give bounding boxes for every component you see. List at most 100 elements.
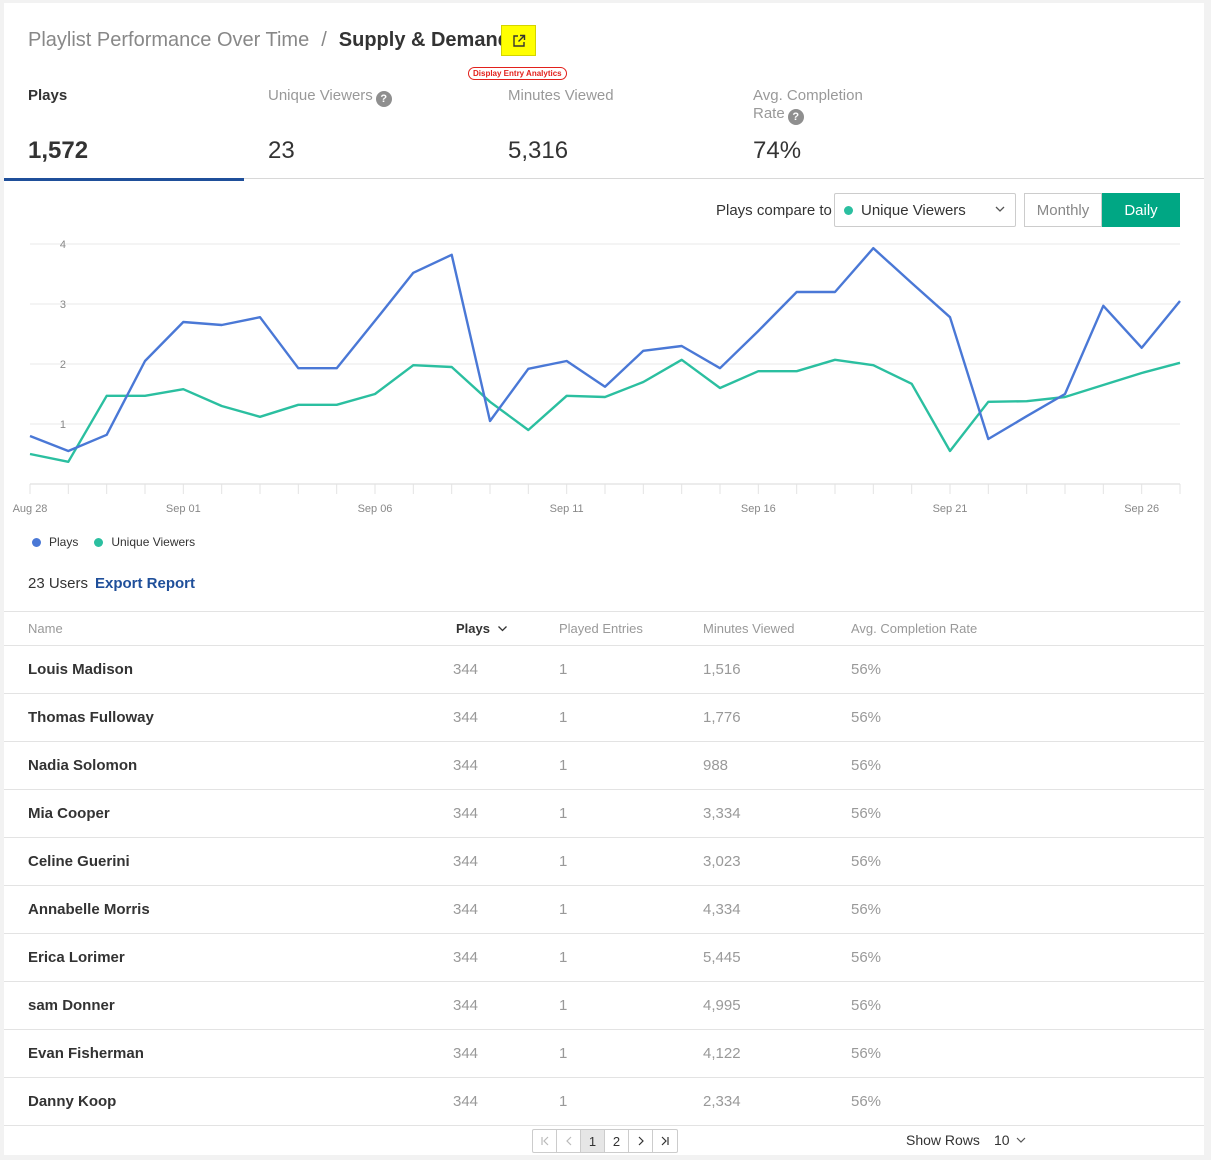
- table-row[interactable]: Annabelle Morris 344 1 4,334 56%: [4, 885, 1204, 934]
- prev-page-button[interactable]: [557, 1130, 581, 1152]
- compare-metric-dropdown[interactable]: Unique Viewers: [834, 193, 1016, 227]
- column-header-minutes-viewed[interactable]: Minutes Viewed: [703, 611, 851, 646]
- series-color-dot: [844, 205, 853, 215]
- kpi-title: Plays: [28, 87, 68, 104]
- user-plays: 344: [453, 741, 559, 790]
- last-page-icon: [661, 1136, 669, 1146]
- table-row[interactable]: Danny Koop 344 1 2,334 56%: [4, 1077, 1204, 1126]
- user-name: Mia Cooper: [4, 789, 453, 838]
- daily-toggle-button[interactable]: Daily: [1102, 193, 1180, 227]
- playlist-analytics-panel: Playlist Performance Over Time / Supply …: [4, 3, 1204, 1155]
- breadcrumb: Playlist Performance Over Time / Supply …: [28, 27, 510, 53]
- user-plays: 344: [453, 789, 559, 838]
- chevron-down-icon: [995, 206, 1005, 212]
- user-minutes-viewed: 4,995: [703, 981, 851, 1030]
- table-row[interactable]: Nadia Solomon 344 1 988 56%: [4, 741, 1204, 790]
- user-plays: 344: [453, 1029, 559, 1078]
- user-name: Celine Guerini: [4, 837, 453, 886]
- table-row[interactable]: Louis Madison 344 1 1,516 56%: [4, 645, 1204, 694]
- tab-unique-viewers[interactable]: Unique Viewers? 23: [244, 83, 484, 179]
- kpi-title: Minutes Viewed: [508, 87, 614, 104]
- sort-descending-icon: [497, 626, 507, 632]
- page-button-2[interactable]: 2: [605, 1130, 629, 1152]
- column-header-played-entries[interactable]: Played Entries: [559, 611, 703, 646]
- y-tick-label: 1: [60, 419, 66, 431]
- user-name: Evan Fisherman: [4, 1029, 453, 1078]
- help-icon[interactable]: ?: [375, 91, 392, 107]
- user-avg-completion-rate: 56%: [851, 837, 1204, 886]
- legend-item-unique-viewers[interactable]: Unique Viewers: [94, 535, 195, 549]
- pagination: 1 2: [532, 1129, 678, 1153]
- chevron-left-icon: [565, 1136, 571, 1146]
- plays-line-chart: 1 2 3 4 Aug 28 Sep 01 Sep 06 Sep 11 Sep 16 Sep 21…: [13, 239, 1181, 515]
- chevron-down-icon: [1016, 1137, 1026, 1143]
- breadcrumb-parent[interactable]: Playlist Performance Over Time: [28, 28, 310, 51]
- tab-minutes-viewed[interactable]: Minutes Viewed 5,316: [484, 83, 729, 179]
- user-played-entries: 1: [559, 885, 703, 934]
- user-avg-completion-rate: 56%: [851, 645, 1204, 694]
- user-played-entries: 1: [559, 933, 703, 982]
- tab-avg-completion-rate[interactable]: Avg. Completion Rate? 74%: [729, 83, 974, 179]
- x-tick-label: Sep 11: [550, 503, 584, 515]
- user-minutes-viewed: 3,023: [703, 837, 851, 886]
- column-header-avg-completion-rate[interactable]: Avg. Completion Rate: [851, 611, 1204, 646]
- x-tick-label: Aug 28: [13, 503, 48, 515]
- y-tick-label: 4: [60, 239, 66, 251]
- last-page-button[interactable]: [653, 1130, 677, 1152]
- monthly-toggle-button[interactable]: Monthly: [1024, 193, 1102, 227]
- user-played-entries: 1: [559, 981, 703, 1030]
- page-title: Supply & Demand: [338, 28, 510, 51]
- table-row[interactable]: Celine Guerini 344 1 3,023 56%: [4, 837, 1204, 886]
- legend-dot: [32, 537, 41, 547]
- help-icon[interactable]: ?: [787, 109, 804, 125]
- user-avg-completion-rate: 56%: [851, 789, 1204, 838]
- user-minutes-viewed: 4,334: [703, 885, 851, 934]
- user-played-entries: 1: [559, 741, 703, 790]
- user-avg-completion-rate: 56%: [851, 981, 1204, 1030]
- user-minutes-viewed: 1,516: [703, 645, 851, 694]
- table-row[interactable]: Thomas Fulloway 344 1 1,776 56%: [4, 693, 1204, 742]
- table-header-row: Name Plays Played Entries Minutes Viewed…: [4, 611, 1204, 646]
- compare-label: Plays compare to: [716, 202, 832, 219]
- x-tick-label: Sep 26: [1124, 503, 1159, 515]
- table-row[interactable]: Mia Cooper 344 1 3,334 56%: [4, 789, 1204, 838]
- rows-per-page-value: 10: [994, 1132, 1010, 1148]
- breadcrumb-separator: /: [321, 28, 327, 51]
- user-plays: 344: [453, 693, 559, 742]
- user-plays: 344: [453, 1077, 559, 1126]
- users-count: 23 Users: [28, 575, 89, 592]
- legend-item-plays[interactable]: Plays: [32, 535, 78, 549]
- kpi-value: 23: [268, 137, 295, 164]
- table-row[interactable]: Erica Lorimer 344 1 5,445 56%: [4, 933, 1204, 982]
- user-minutes-viewed: 1,776: [703, 693, 851, 742]
- export-report-link[interactable]: Export Report: [95, 575, 196, 592]
- column-header-name[interactable]: Name: [4, 611, 453, 646]
- page-button-1[interactable]: 1: [581, 1130, 605, 1152]
- kpi-title: Avg. Completion Rate?: [753, 87, 863, 125]
- users-table: Name Plays Played Entries Minutes Viewed…: [4, 611, 1204, 1126]
- user-minutes-viewed: 2,334: [703, 1077, 851, 1126]
- unique-viewers-series-line: [29, 358, 1181, 464]
- kpi-value: 5,316: [508, 137, 569, 164]
- kpi-title: Unique Viewers?: [268, 87, 484, 107]
- user-minutes-viewed: 4,122: [703, 1029, 851, 1078]
- tab-plays[interactable]: Plays 1,572: [4, 83, 244, 181]
- user-played-entries: 1: [559, 693, 703, 742]
- user-played-entries: 1: [559, 837, 703, 886]
- next-page-button[interactable]: [629, 1130, 653, 1152]
- table-row[interactable]: Evan Fisherman 344 1 4,122 56%: [4, 1029, 1204, 1078]
- rows-per-page-dropdown[interactable]: 10: [994, 1132, 1027, 1148]
- x-tick-label: Sep 06: [358, 503, 393, 515]
- table-row[interactable]: sam Donner 344 1 4,995 56%: [4, 981, 1204, 1030]
- y-tick-label: 3: [60, 299, 66, 311]
- user-avg-completion-rate: 56%: [851, 933, 1204, 982]
- user-minutes-viewed: 988: [703, 741, 851, 790]
- user-plays: 344: [453, 933, 559, 982]
- chevron-right-icon: [638, 1136, 644, 1146]
- column-header-plays[interactable]: Plays: [453, 611, 559, 646]
- user-minutes-viewed: 5,445: [703, 933, 851, 982]
- user-name: Nadia Solomon: [4, 741, 453, 790]
- user-plays: 344: [453, 645, 559, 694]
- open-entry-analytics-button[interactable]: [501, 25, 536, 56]
- first-page-button[interactable]: [533, 1130, 557, 1152]
